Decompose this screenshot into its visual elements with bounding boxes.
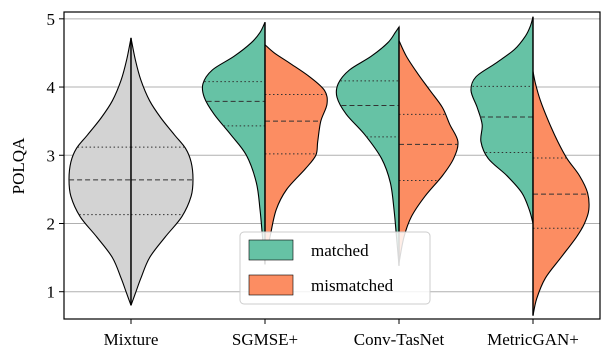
- y-tick-label: 5: [47, 10, 56, 29]
- violin-half-matched: [470, 16, 534, 224]
- violin-half-matched: [335, 25, 400, 266]
- legend-swatch-mismatched: [248, 274, 294, 296]
- x-tick-label: MetricGAN+: [487, 330, 579, 348]
- violin-half-mismatched: [532, 71, 590, 316]
- violin-half-mismatched: [398, 40, 459, 264]
- violins: [68, 16, 590, 316]
- legend-label-mismatched: mismatched: [311, 276, 394, 295]
- x-tick-label: SGMSE+: [232, 330, 298, 348]
- legend-label-matched: matched: [311, 241, 369, 260]
- x-tick-label: Mixture: [104, 330, 159, 348]
- violin-right-half: [130, 37, 194, 306]
- violin-mixture: [68, 37, 194, 306]
- violin-metricgan-: [470, 16, 590, 316]
- x-axis-ticks: Mixture SGMSE+ Conv-TasNet MetricGAN+: [104, 319, 579, 348]
- plot-frame: [63, 11, 601, 320]
- y-tick-label: 4: [47, 78, 56, 97]
- violin-conv-tasnet: [335, 25, 459, 266]
- violin-sgmse-: [201, 21, 328, 265]
- y-tick-label: 1: [47, 283, 56, 302]
- y-tick-label: 3: [47, 146, 56, 165]
- violin-left-half: [68, 37, 132, 306]
- y-tick-label: 2: [47, 214, 56, 233]
- violin-half-matched: [201, 21, 266, 265]
- legend-swatch-matched: [248, 239, 294, 261]
- y-axis-ticks: 1 2 3 4 5: [47, 10, 64, 302]
- violin-half-mismatched: [264, 43, 328, 262]
- legend: matched mismatched: [239, 231, 431, 305]
- x-tick-label: Conv-TasNet: [354, 330, 445, 348]
- y-axis-label: POLQA: [9, 137, 28, 194]
